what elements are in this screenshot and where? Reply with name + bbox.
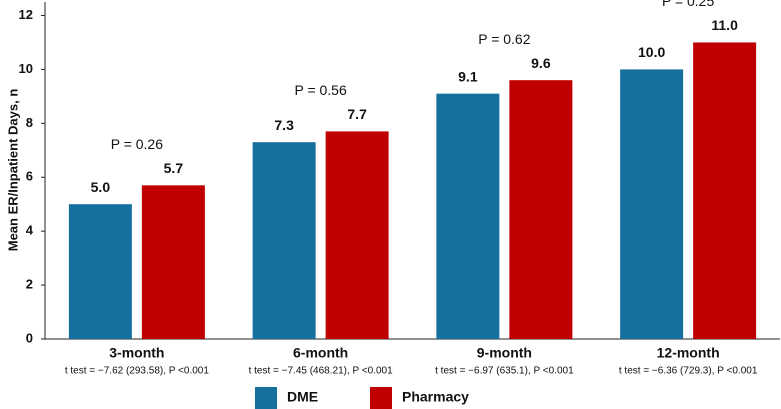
bar — [141, 185, 205, 339]
value-label: 7.7 — [347, 106, 367, 122]
bar — [436, 93, 500, 339]
value-label: 7.3 — [274, 117, 294, 133]
x-tick-label: 12-month — [657, 345, 720, 361]
y-tick-label: 12 — [19, 7, 33, 22]
x-tick-label: 3-month — [109, 345, 164, 361]
bar — [693, 42, 757, 339]
y-tick-label: 10 — [19, 61, 33, 76]
bar — [509, 80, 573, 340]
p-value-annotation: P = 0.56 — [294, 82, 347, 98]
category-note: t test = −6.36 (729.3), P <0.001 — [619, 366, 758, 377]
bar — [252, 142, 316, 339]
p-value-annotation: P = 0.62 — [478, 31, 531, 47]
bar — [68, 204, 132, 339]
category-note: t test = −6.97 (635.1), P <0.001 — [435, 366, 574, 377]
y-tick-label: 4 — [26, 223, 34, 238]
y-tick-label: 8 — [26, 115, 33, 130]
legend-label: Pharmacy — [402, 389, 469, 405]
x-tick-label: 9-month — [477, 345, 532, 361]
value-label: 9.6 — [531, 55, 551, 71]
value-label: 5.0 — [91, 179, 111, 195]
legend-label: DME — [287, 389, 318, 405]
legend-swatch — [255, 387, 277, 409]
p-value-annotation: P = 0.26 — [111, 136, 164, 152]
y-tick-label: 0 — [26, 330, 33, 345]
legend-swatch — [370, 387, 392, 409]
y-tick-label: 2 — [26, 277, 33, 292]
bar — [620, 69, 684, 340]
value-label: 9.1 — [458, 68, 478, 84]
category-note: t test = −7.62 (293.58), P <0.001 — [65, 366, 210, 377]
bar — [325, 131, 389, 339]
value-label: 5.7 — [164, 160, 184, 176]
x-tick-label: 6-month — [293, 345, 348, 361]
y-tick-label: 6 — [26, 169, 33, 184]
y-axis-label: Mean ER/Inpatient Days, n — [5, 89, 20, 252]
value-label: 10.0 — [638, 44, 665, 60]
value-label: 11.0 — [711, 17, 738, 33]
category-note: t test = −7.45 (468.21), P <0.001 — [249, 366, 394, 377]
p-value-annotation: P = 0.25 — [662, 0, 715, 9]
